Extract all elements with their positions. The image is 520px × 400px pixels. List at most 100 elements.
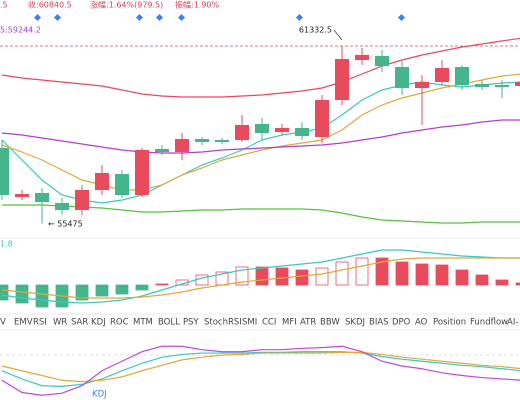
candle-body [315,100,329,137]
candle-body [255,124,269,133]
candle-body [15,194,29,197]
macd-bar [15,284,29,304]
candle-body [35,193,49,202]
candle-body [515,82,520,86]
indicator-tab[interactable]: Position [433,318,466,328]
macd-bar [115,284,129,295]
low-label: ← 55475 [48,219,83,228]
signal-markers [33,13,406,22]
macd-bar [295,269,309,286]
indicator-line [1,37,520,98]
candle-body [275,128,289,132]
high-connector [333,29,343,41]
candle-body [0,148,9,195]
macd-bar [195,274,209,286]
macd-bar [155,283,169,286]
signal-marker [295,13,304,22]
macd-bar [375,257,389,286]
macd-bar [95,284,109,297]
indicator-tab[interactable]: SKDJ [345,318,365,328]
macd-bar [515,282,520,286]
indicator-label: KDJ [92,390,107,400]
indicator-tab[interactable]: DPO [392,318,411,328]
signal-marker [177,13,186,22]
macd-bar [75,284,89,301]
signal-marker [155,13,164,22]
macd-bar [315,267,329,286]
indicator-tab[interactable]: SAR [71,318,88,328]
macd-bar [135,284,149,291]
macd-label: 1.8 [0,240,13,249]
candle-body [475,84,489,87]
indicator-line [1,119,520,154]
macd-bar [475,274,489,286]
candle-body [395,67,409,88]
candle-body [295,128,309,136]
macd-bar [335,261,349,286]
indicator-tab[interactable]: BOLL [158,318,180,328]
indicator-tab[interactable]: ATR [300,318,316,328]
candle-body [155,149,169,152]
indicator-tab[interactable]: V [0,318,6,328]
candle-body [435,68,449,82]
macd-bar [0,284,9,301]
low-value: 55475 [57,219,82,228]
high-label: 61332.5 [299,26,332,35]
indicator-tab[interactable]: AI- [507,318,518,328]
indicator-tab[interactable]: PSY [183,318,200,328]
macd-bar [35,284,49,308]
candle-body [95,173,109,190]
macd-bar [235,266,249,286]
candle-body [115,174,129,195]
indicator-tab[interactable]: KDJ [91,318,106,328]
header-item: 收:60840.5 [28,0,72,10]
candle-body [175,139,189,152]
indicator-tab[interactable]: WR [53,318,67,328]
indicator-line [1,249,520,304]
indicator-tab[interactable]: BBW [320,318,340,328]
macd-bar [415,263,429,286]
indicator-tab[interactable]: EMV [14,318,33,328]
candle-body [455,67,469,85]
indicator-line [1,257,520,299]
candle-body [375,56,389,66]
indicator-line [1,73,520,191]
indicator-tab[interactable]: SMI [242,318,257,328]
macd-bar [495,279,509,286]
signal-marker [135,13,144,22]
low-arrow: ← [48,219,57,228]
header-item: 涨幅:1.64%(979.5) [90,0,163,10]
ma-label: 5:59244.2 [0,26,41,35]
candle-body [55,203,69,210]
candle-body [75,190,89,210]
indicator-tab[interactable]: Fundflow [470,318,508,328]
signal-marker [397,13,406,22]
indicator-tab[interactable]: AO [415,318,428,328]
indicator-tab[interactable]: RSI [33,318,47,328]
candle-body [355,55,369,60]
macd-bar [255,266,269,286]
macd-bar [355,257,369,286]
macd-bar [395,261,409,286]
indicator-tab[interactable]: ROC [110,318,129,328]
candle-body [495,85,509,87]
indicator-tab[interactable]: BIAS [369,318,389,328]
indicator-tab[interactable]: MFI [282,318,297,328]
candle-body [215,140,229,142]
indicator-line [1,345,520,396]
candle-body [135,150,149,195]
indicator-tab[interactable]: MTM [133,318,153,328]
candle-body [415,82,429,88]
macd-bar [275,267,289,286]
header-item: 振幅:1.90% [175,0,220,10]
header-item: .5 [0,1,8,10]
candle-body [335,59,349,100]
candle-body [195,139,209,142]
macd-bar [435,264,449,286]
indicator-tab[interactable]: StochRSI [204,318,242,328]
indicator-tab[interactable]: CCI [262,318,276,328]
indicator-line [1,351,520,388]
candle-body [235,125,249,140]
